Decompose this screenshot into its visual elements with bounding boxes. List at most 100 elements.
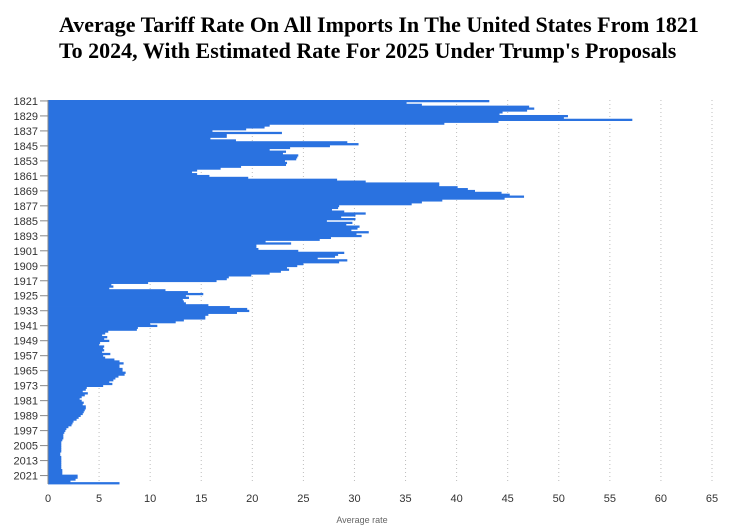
bar-1920 (48, 285, 114, 288)
bar-1884 (48, 218, 356, 221)
bar-1993 (48, 422, 73, 425)
bar-1829 (48, 114, 568, 118)
x-tick-label: 50 (553, 493, 565, 505)
bar-1834 (48, 124, 270, 127)
y-tick-label: 1829 (14, 111, 38, 123)
bar-1828 (48, 113, 500, 116)
bar-2004 (48, 442, 62, 446)
bar-1953 (48, 347, 104, 350)
bar-1870 (48, 191, 502, 195)
bar-1841 (48, 137, 211, 140)
bar-2005 (48, 444, 62, 447)
y-tick-label: 1981 (14, 396, 38, 408)
bar-2025 (48, 482, 120, 485)
bar-1917 (48, 279, 217, 283)
bar-1958 (48, 356, 106, 359)
bar-1844 (48, 143, 359, 146)
bar-1965 (48, 369, 123, 373)
bar-1830 (48, 116, 564, 120)
bar-1898 (48, 244, 257, 247)
x-tick-label: 10 (144, 493, 156, 505)
bar-1875 (48, 201, 422, 204)
bar-1930 (48, 304, 209, 307)
bar-1859 (48, 171, 193, 174)
bar-1846 (48, 146, 291, 150)
bar-1906 (48, 259, 348, 262)
y-axis-ticks: 1821 1829 1837 1845 1853 1861 1869 1877 1885 1893… (14, 96, 48, 483)
y-tick-label: 1869 (14, 186, 38, 198)
bar-1947 (48, 336, 108, 339)
bar-1974 (48, 386, 87, 389)
bar-1845 (48, 144, 330, 148)
bar-1954 (48, 349, 105, 352)
bar-1966 (48, 371, 126, 374)
bar-2019 (48, 470, 63, 474)
bar-1862 (48, 176, 249, 180)
y-tick-label: 1957 (14, 351, 38, 363)
bar-1985 (48, 407, 86, 410)
bar-1921 (48, 287, 110, 290)
bar-2012 (48, 457, 62, 461)
x-tick-label: 35 (399, 493, 411, 505)
bar-1944 (48, 330, 109, 333)
bar-1822 (48, 101, 407, 105)
bar-1919 (48, 283, 112, 286)
bar-2009 (48, 452, 61, 455)
y-tick-label: 1837 (14, 126, 38, 138)
x-axis-label: Average rate (336, 515, 387, 525)
bar-1989 (48, 414, 81, 417)
bar-1861 (48, 174, 210, 178)
x-tick-label: 15 (195, 493, 207, 505)
bar-1929 (48, 302, 186, 305)
bar-1955 (48, 351, 103, 354)
bar-1878 (48, 206, 339, 210)
y-tick-label: 1821 (14, 96, 38, 108)
bar-1971 (48, 380, 110, 384)
bar-1835 (48, 126, 265, 129)
bar-1941 (48, 324, 158, 328)
y-tick-label: 1933 (14, 306, 38, 318)
bar-1869 (48, 189, 476, 193)
bar-1879 (48, 208, 332, 211)
bar-1995 (48, 425, 69, 429)
y-tick-label: 2013 (14, 456, 38, 468)
grid-lines (98, 100, 713, 484)
bar-1871 (48, 193, 510, 196)
bar-1938 (48, 319, 184, 322)
bar-1918 (48, 281, 149, 284)
bar-1855 (48, 163, 287, 166)
bar-1860 (48, 173, 198, 176)
y-tick-label: 1989 (14, 411, 38, 423)
bar-1900 (48, 247, 259, 251)
bar-1912 (48, 270, 281, 273)
bar-1976 (48, 390, 83, 393)
bar-1951 (48, 343, 100, 346)
bar-1961 (48, 362, 124, 365)
bar-2015 (48, 463, 62, 466)
bar-1890 (48, 229, 352, 232)
x-tick-label: 55 (604, 493, 616, 505)
x-tick-label: 20 (246, 493, 258, 505)
bar-1908 (48, 262, 304, 266)
bar-1967 (48, 373, 125, 376)
bar-1933 (48, 309, 250, 313)
bar-1994 (48, 424, 72, 427)
bar-1840 (48, 135, 227, 138)
bar-2023 (48, 478, 76, 481)
bar-1833 (48, 122, 445, 125)
chart-title: Average Tariff Rate On All Imports In Th… (59, 12, 699, 63)
y-tick-label: 1925 (14, 291, 38, 303)
bar-1945 (48, 332, 106, 335)
bar-1943 (48, 328, 137, 331)
y-tick-label: 1941 (14, 321, 38, 333)
x-tick-label: 45 (502, 493, 514, 505)
bar-1915 (48, 276, 229, 279)
bar-1962 (48, 364, 120, 367)
bar-2006 (48, 446, 62, 449)
x-axis-ticks: 0 5 10 15 20 25 30 35 40 45 50 55 60 65 (45, 493, 718, 505)
bar-1970 (48, 379, 114, 382)
bar-1972 (48, 382, 113, 386)
x-tick-label: 30 (348, 493, 360, 505)
bar-1877 (48, 204, 340, 208)
